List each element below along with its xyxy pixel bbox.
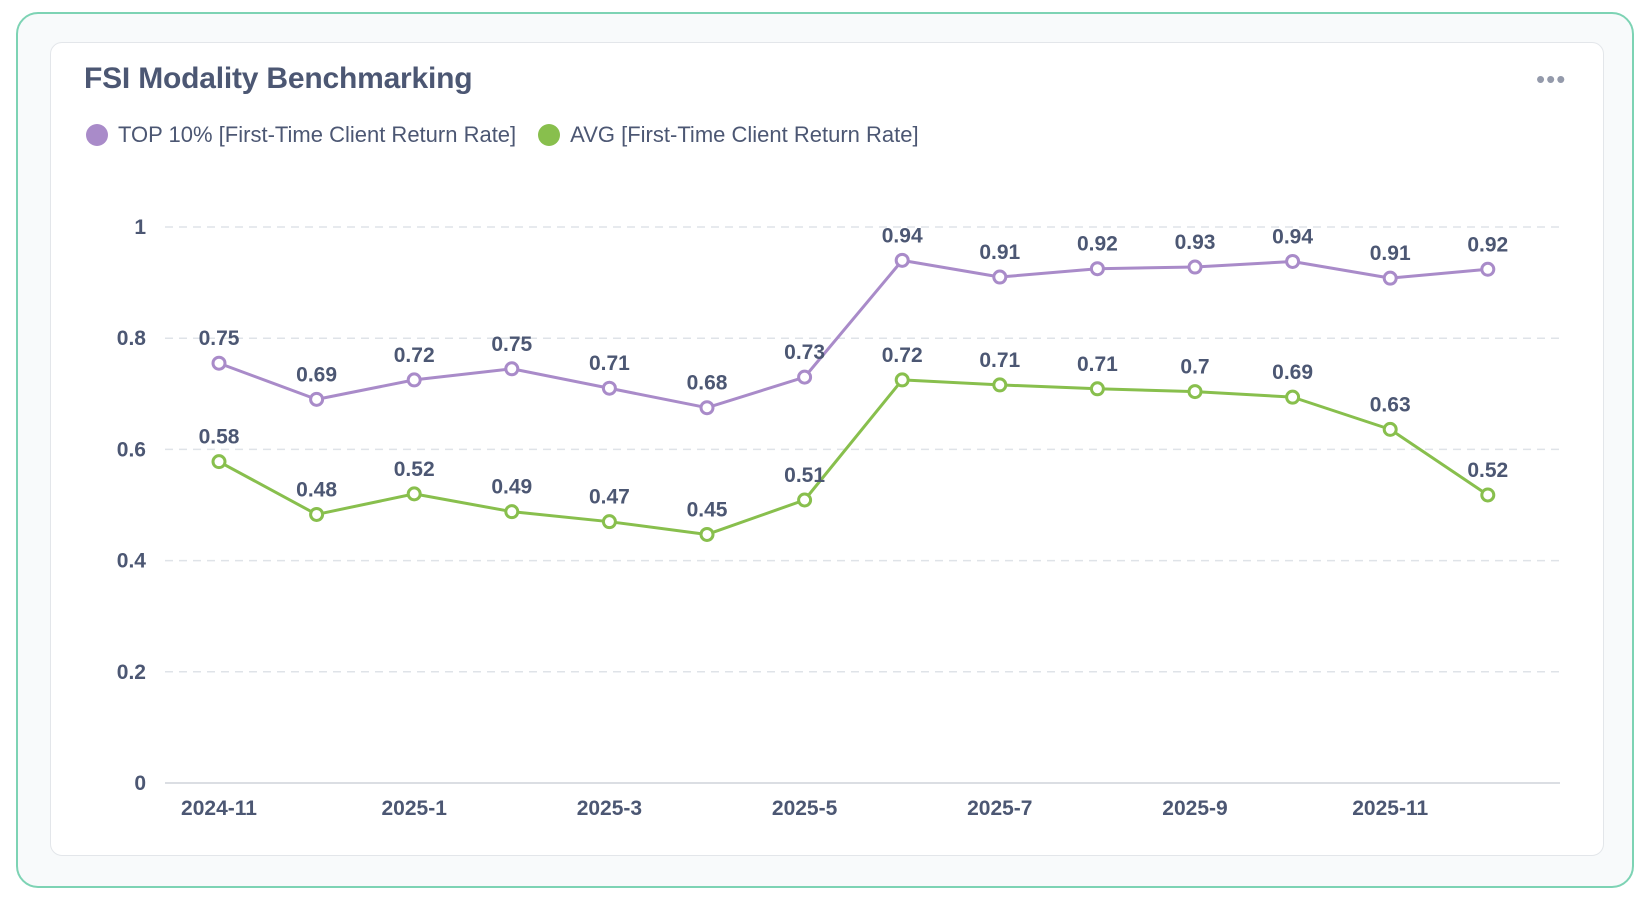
data-point-top10[interactable]	[699, 400, 715, 416]
data-point-top10[interactable]	[601, 380, 617, 396]
data-point-top10[interactable]	[1480, 261, 1496, 277]
data-label-avg: 0.71	[1077, 353, 1118, 376]
chart-title: FSI Modality Benchmarking	[84, 62, 473, 95]
y-tick-label: 0.8	[117, 327, 147, 350]
data-label-avg: 0.72	[882, 344, 923, 367]
x-tick-label: 2025-1	[382, 797, 448, 820]
x-tick-label: 2025-3	[577, 797, 642, 820]
data-label-top10: 0.75	[199, 327, 240, 350]
data-point-avg[interactable]	[797, 492, 813, 508]
data-point-avg[interactable]	[1480, 487, 1496, 503]
x-tick-label: 2025-11	[1352, 797, 1428, 820]
data-label-avg: 0.63	[1370, 393, 1411, 416]
legend-label-top10: TOP 10% [First-Time Client Return Rate]	[118, 122, 517, 147]
x-tick-label: 2025-7	[967, 797, 1032, 820]
data-point-top10[interactable]	[1382, 270, 1398, 286]
legend-dot-top10	[86, 124, 108, 146]
y-tick-label: 0.2	[117, 661, 146, 684]
data-point-top10[interactable]	[1089, 261, 1105, 277]
data-label-top10: 0.91	[1370, 242, 1411, 265]
data-label-avg: 0.58	[199, 426, 240, 449]
chart-legend: TOP 10% [First-Time Client Return Rate] …	[86, 122, 941, 148]
y-tick-label: 0	[134, 772, 146, 795]
series-line-avg	[218, 378, 1489, 536]
y-tick-label: 1	[134, 216, 146, 239]
y-tick-label: 0.6	[117, 438, 146, 461]
legend-item-top10[interactable]: TOP 10% [First-Time Client Return Rate]	[86, 122, 516, 148]
series-line-top10	[218, 258, 1488, 410]
data-point-top10[interactable]	[992, 269, 1008, 285]
data-label-avg: 0.48	[296, 478, 337, 501]
data-point-top10[interactable]	[504, 361, 520, 377]
data-point-avg[interactable]	[601, 514, 617, 530]
x-tick-label: 2024-11	[181, 797, 257, 820]
data-point-top10[interactable]	[797, 369, 813, 385]
y-tick-label: 0.4	[117, 550, 147, 573]
data-label-top10: 0.73	[784, 341, 825, 364]
legend-item-avg[interactable]: AVG [First-Time Client Return Rate]	[538, 122, 919, 148]
data-label-top10: 0.92	[1077, 233, 1118, 256]
data-point-top10[interactable]	[1285, 253, 1301, 269]
data-point-avg[interactable]	[1285, 389, 1301, 405]
data-label-avg: 0.69	[1272, 361, 1313, 384]
data-point-avg[interactable]	[211, 454, 227, 470]
data-label-avg: 0.51	[784, 464, 825, 487]
data-label-avg: 0.71	[979, 349, 1020, 372]
data-label-avg: 0.7	[1180, 356, 1209, 379]
data-point-avg[interactable]	[1187, 384, 1203, 400]
data-label-avg: 0.45	[687, 498, 728, 521]
x-tick-label: 2025-5	[772, 797, 838, 820]
data-point-avg[interactable]	[309, 506, 325, 522]
data-point-top10[interactable]	[894, 252, 910, 268]
x-tick-label: 2025-9	[1162, 797, 1227, 820]
data-label-top10: 0.71	[589, 352, 630, 375]
legend-label-avg: AVG [First-Time Client Return Rate]	[570, 122, 919, 147]
data-label-avg: 0.49	[491, 476, 532, 499]
data-label-top10: 0.75	[491, 333, 532, 356]
data-point-avg[interactable]	[1089, 381, 1105, 397]
data-label-top10: 0.69	[296, 363, 337, 386]
data-point-avg[interactable]	[894, 372, 910, 388]
data-label-avg: 0.52	[1467, 459, 1508, 482]
data-label-avg: 0.52	[394, 458, 435, 481]
data-label-top10: 0.92	[1467, 233, 1508, 256]
data-label-top10: 0.72	[394, 344, 435, 367]
data-point-avg[interactable]	[992, 377, 1008, 393]
data-label-avg: 0.47	[589, 486, 630, 509]
more-options-icon[interactable]: •••	[1536, 64, 1567, 94]
data-point-avg[interactable]	[1382, 421, 1398, 437]
data-label-top10: 0.94	[1272, 225, 1313, 248]
data-label-top10: 0.94	[882, 224, 923, 247]
data-label-top10: 0.91	[979, 241, 1020, 264]
data-point-top10[interactable]	[406, 372, 422, 388]
data-point-avg[interactable]	[406, 486, 422, 502]
data-label-top10: 0.93	[1175, 231, 1216, 254]
data-point-top10[interactable]	[211, 355, 227, 371]
data-point-top10[interactable]	[309, 391, 325, 407]
data-point-top10[interactable]	[1187, 259, 1203, 275]
data-label-top10: 0.68	[687, 372, 728, 395]
legend-dot-avg	[538, 124, 561, 146]
data-point-avg[interactable]	[699, 526, 715, 542]
data-point-avg[interactable]	[504, 504, 520, 520]
